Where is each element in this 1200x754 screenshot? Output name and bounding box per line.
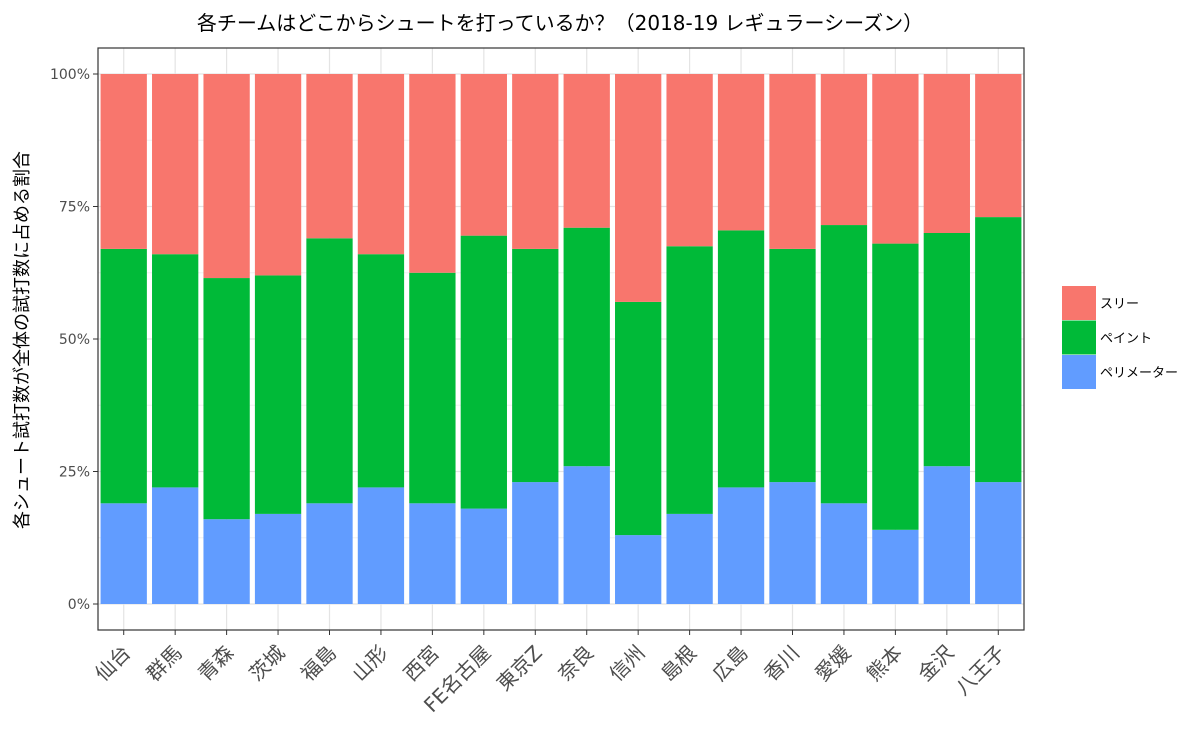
bar-segment bbox=[563, 74, 610, 228]
legend-key bbox=[1062, 355, 1096, 389]
bar-segment bbox=[666, 513, 713, 604]
bar-segment bbox=[717, 487, 765, 604]
bar-segment bbox=[563, 466, 610, 604]
bar-segment bbox=[409, 74, 456, 273]
bar-segment bbox=[615, 535, 662, 604]
bar-segment bbox=[357, 74, 405, 255]
bar-segment bbox=[563, 227, 610, 467]
bar-segment bbox=[203, 278, 250, 520]
bar-segment bbox=[923, 233, 970, 467]
bar-segment bbox=[306, 238, 353, 504]
bar-segment bbox=[769, 248, 816, 483]
bar-segment bbox=[975, 217, 1022, 483]
y-tick-label: 0% bbox=[68, 597, 90, 613]
bar-segment bbox=[666, 246, 713, 514]
bar-segment bbox=[769, 482, 816, 604]
legend-key bbox=[1062, 286, 1096, 320]
bar-segment bbox=[717, 230, 765, 488]
legend-label: ペイント bbox=[1100, 332, 1152, 347]
bar-segment bbox=[100, 503, 147, 604]
bar-segment bbox=[512, 74, 559, 249]
legend-label: ペリメーター bbox=[1100, 366, 1178, 381]
y-tick-label: 75% bbox=[59, 200, 90, 216]
y-tick-label: 50% bbox=[59, 332, 90, 348]
bar-segment bbox=[460, 508, 507, 604]
bar-segment bbox=[923, 466, 970, 604]
bar-segment bbox=[152, 74, 199, 255]
y-tick-label: 25% bbox=[59, 465, 90, 481]
bar-segment bbox=[615, 74, 662, 302]
bar-segment bbox=[460, 74, 507, 236]
bar-segment bbox=[100, 248, 147, 504]
bar-segment bbox=[409, 272, 456, 504]
bar-segment bbox=[460, 235, 507, 509]
y-tick-label: 100% bbox=[50, 67, 90, 83]
bar-segment bbox=[872, 529, 919, 604]
bar-segment bbox=[872, 243, 919, 530]
bar-segment bbox=[512, 482, 559, 604]
bar-segment bbox=[306, 503, 353, 604]
bar-segment bbox=[409, 503, 456, 604]
bar-segment bbox=[820, 503, 868, 604]
bar-segment bbox=[152, 487, 199, 604]
bar-segment bbox=[203, 519, 250, 604]
legend-key bbox=[1062, 320, 1096, 355]
y-axis-label: 各シュート試打数が全体の試打数に占める割合 bbox=[12, 151, 33, 529]
bar-segment bbox=[923, 74, 970, 233]
bar-segment bbox=[512, 248, 559, 483]
bar-segment bbox=[820, 225, 868, 504]
bar-segment bbox=[615, 301, 662, 536]
bar-segment bbox=[820, 74, 868, 226]
bar-segment bbox=[717, 74, 765, 231]
bar-segment bbox=[357, 254, 405, 488]
bar-segment bbox=[357, 487, 405, 604]
bar-segment bbox=[100, 74, 147, 249]
bar-segment bbox=[769, 74, 816, 249]
bar-segment bbox=[306, 74, 353, 239]
bar-segment bbox=[975, 482, 1022, 604]
bar-segment bbox=[666, 74, 713, 247]
bar-segment bbox=[203, 74, 250, 279]
bar-segment bbox=[254, 275, 302, 514]
bar-segment bbox=[254, 74, 302, 276]
chart-title: 各チームはどこからシュートを打っているか？（2018-19 レギュラーシーズン） bbox=[197, 11, 923, 35]
bar-segment bbox=[254, 513, 302, 604]
legend-label: スリー bbox=[1100, 297, 1139, 312]
bar-segment bbox=[975, 74, 1022, 218]
bar-segment bbox=[872, 74, 919, 244]
bar-segment bbox=[152, 254, 199, 488]
plot-area: 0%25%50%75%100%仙台 群馬 青森 茨城 福島 山形 西宮FE名古屋東京Z 奈良信… bbox=[50, 47, 1025, 717]
